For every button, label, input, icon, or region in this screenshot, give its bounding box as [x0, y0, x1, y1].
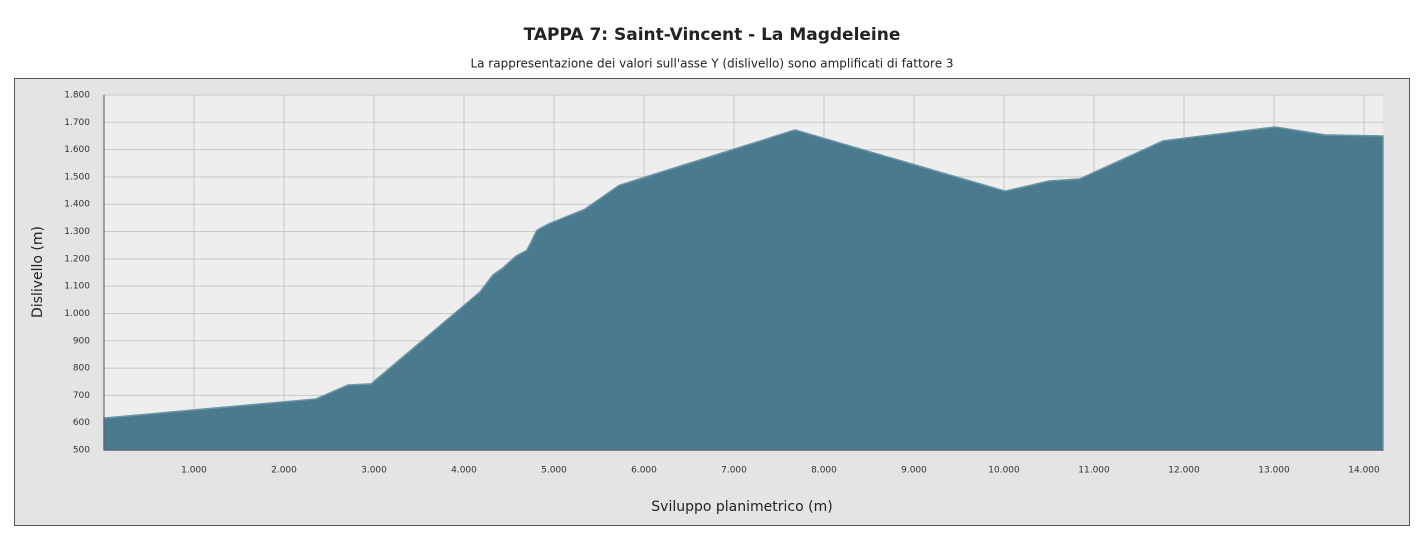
x-tick-label: 9.000	[901, 466, 927, 476]
x-tick-label: 1.000	[181, 466, 207, 476]
x-tick-label: 7.000	[721, 466, 747, 476]
chart-title: TAPPA 7: Saint-Vincent - La Magdeleine	[524, 25, 901, 45]
y-axis-label: Dislivello (m)	[30, 226, 46, 318]
x-tick-label: 2.000	[271, 466, 297, 476]
chart-subtitle: La rappresentazione dei valori sull'asse…	[470, 57, 953, 71]
x-tick-label: 13.000	[1258, 466, 1290, 476]
y-tick-label: 1.400	[64, 200, 90, 210]
x-tick-label: 14.000	[1348, 466, 1380, 476]
y-tick-label: 1.800	[64, 91, 90, 101]
x-tick-label: 8.000	[811, 466, 837, 476]
y-tick-label: 700	[73, 391, 90, 401]
y-tick-label: 1.200	[64, 254, 90, 264]
y-tick-label: 1.600	[64, 145, 90, 155]
y-tick-label: 1.100	[64, 282, 90, 292]
x-tick-label: 3.000	[361, 466, 387, 476]
y-tick-label: 1.000	[64, 309, 90, 319]
y-tick-label: 900	[73, 336, 90, 346]
y-tick-label: 800	[73, 364, 90, 374]
x-tick-label: 4.000	[451, 466, 477, 476]
x-tick-label: 6.000	[631, 466, 657, 476]
x-axis-label: Sviluppo planimetrico (m)	[651, 499, 832, 515]
y-tick-label: 600	[73, 418, 90, 428]
x-tick-label: 10.000	[988, 466, 1020, 476]
x-tick-label: 5.000	[541, 466, 567, 476]
y-tick-label: 1.300	[64, 227, 90, 237]
area	[103, 126, 1384, 451]
y-tick-label: 1.700	[64, 118, 90, 128]
y-tick-label: 500	[73, 446, 90, 456]
x-tick-label: 11.000	[1078, 466, 1110, 476]
x-tick-label: 12.000	[1168, 466, 1200, 476]
y-tick-label: 1.500	[64, 172, 90, 182]
